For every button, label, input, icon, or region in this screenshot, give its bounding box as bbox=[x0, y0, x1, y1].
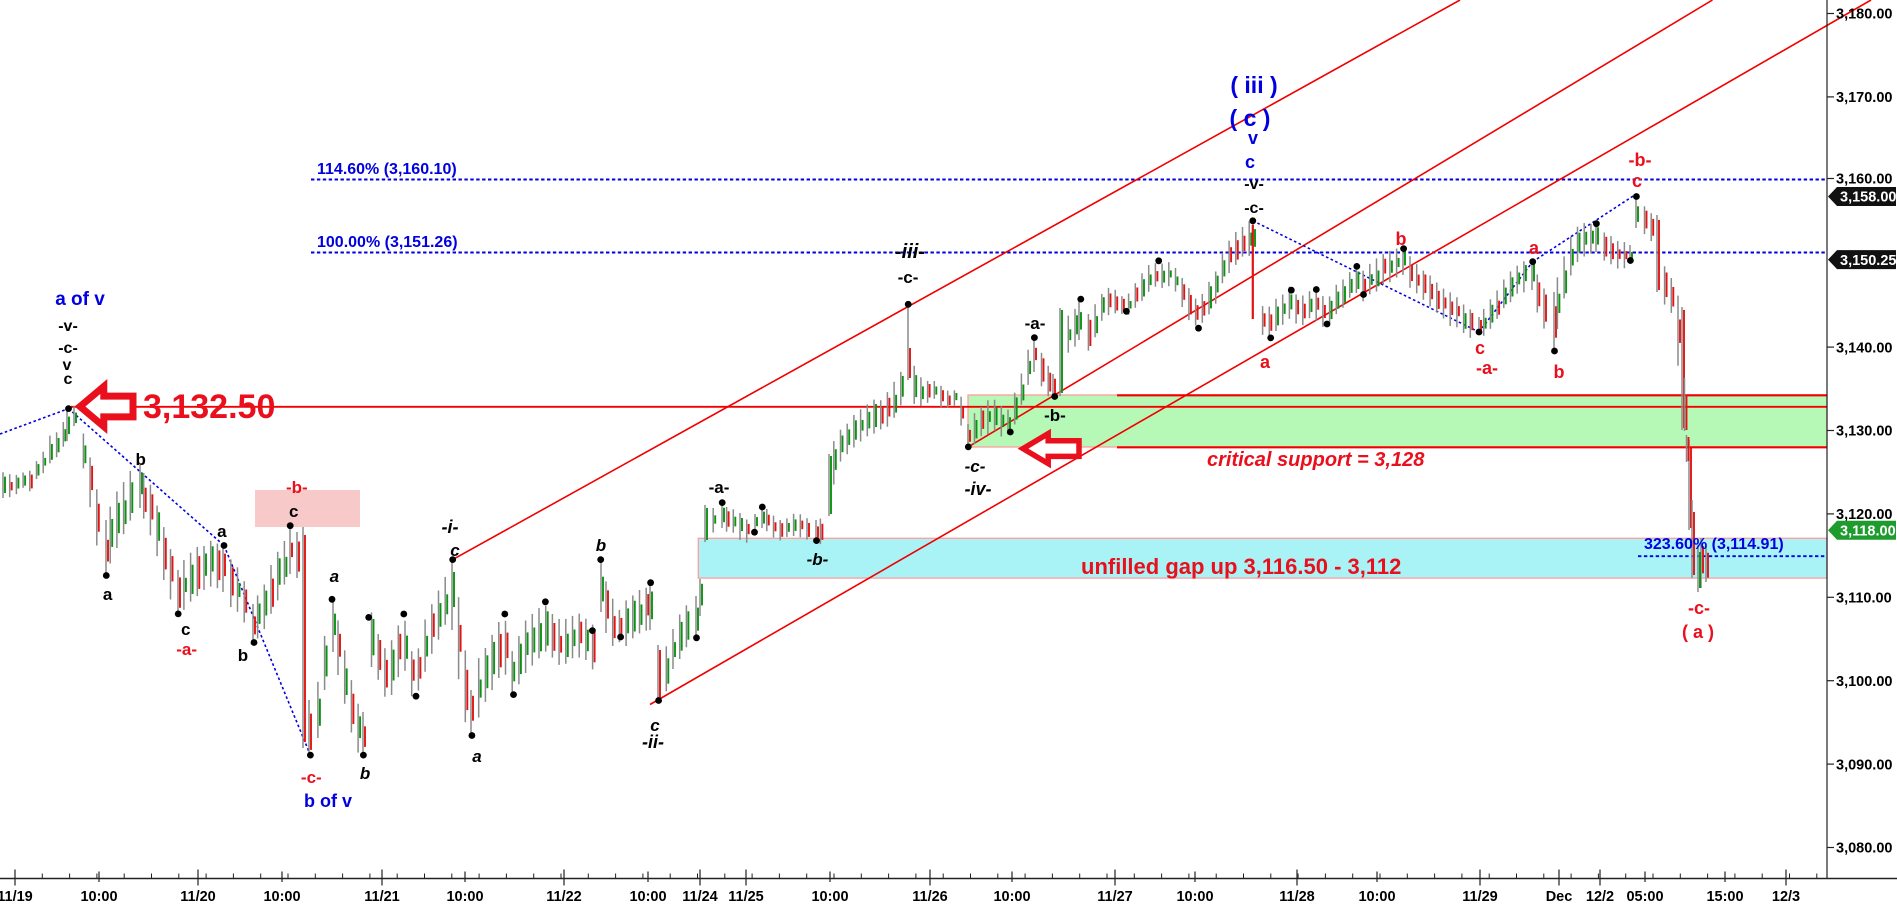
svg-text:a: a bbox=[217, 522, 227, 541]
svg-text:c: c bbox=[1245, 152, 1255, 172]
svg-text:11/28: 11/28 bbox=[1279, 889, 1315, 905]
svg-text:Dec: Dec bbox=[1546, 889, 1573, 905]
svg-text:-c-: -c- bbox=[301, 768, 322, 787]
svg-text:-a-: -a- bbox=[709, 478, 730, 497]
svg-text:c: c bbox=[181, 620, 190, 639]
svg-text:-c-: -c- bbox=[898, 268, 919, 287]
svg-text:10:00: 10:00 bbox=[1176, 889, 1213, 905]
svg-text:3,140.00: 3,140.00 bbox=[1836, 340, 1892, 356]
svg-text:-c-: -c- bbox=[965, 457, 986, 476]
svg-text:c: c bbox=[64, 371, 73, 388]
svg-text:-a-: -a- bbox=[176, 640, 197, 659]
svg-text:v: v bbox=[1248, 128, 1258, 148]
svg-text:3,100.00: 3,100.00 bbox=[1836, 674, 1892, 690]
svg-text:3,132.50: 3,132.50 bbox=[143, 388, 275, 426]
svg-text:v: v bbox=[63, 357, 72, 374]
svg-text:10:00: 10:00 bbox=[80, 889, 117, 905]
svg-text:11/27: 11/27 bbox=[1097, 889, 1133, 905]
svg-text:-v-: -v- bbox=[58, 318, 78, 335]
svg-text:a: a bbox=[330, 567, 339, 586]
svg-text:-i-: -i- bbox=[442, 517, 459, 537]
svg-text:-iii-: -iii- bbox=[895, 241, 925, 263]
svg-text:12/2: 12/2 bbox=[1586, 889, 1614, 905]
svg-text:3,158.00: 3,158.00 bbox=[1840, 190, 1896, 206]
svg-text:a: a bbox=[1260, 352, 1271, 372]
svg-text:( c ): ( c ) bbox=[1230, 105, 1271, 131]
svg-text:-c-: -c- bbox=[1688, 598, 1710, 618]
svg-text:100.00% (3,151.26): 100.00% (3,151.26) bbox=[317, 234, 458, 251]
svg-text:-a-: -a- bbox=[1025, 314, 1046, 333]
svg-text:b: b bbox=[1554, 362, 1565, 382]
svg-text:b: b bbox=[596, 536, 606, 555]
svg-text:b of v: b of v bbox=[304, 791, 352, 811]
svg-text:c: c bbox=[1632, 171, 1642, 191]
svg-text:c: c bbox=[650, 716, 660, 735]
svg-text:05:00: 05:00 bbox=[1626, 889, 1663, 905]
svg-text:323.60% (3,114.91): 323.60% (3,114.91) bbox=[1644, 536, 1784, 553]
svg-text:-c-: -c- bbox=[1244, 200, 1264, 217]
svg-text:a: a bbox=[1529, 238, 1540, 258]
svg-text:-v-: -v- bbox=[1244, 176, 1264, 193]
svg-text:11/19: 11/19 bbox=[0, 889, 33, 905]
svg-text:a: a bbox=[103, 585, 113, 604]
svg-text:3,120.00: 3,120.00 bbox=[1836, 507, 1892, 523]
svg-text:3,160.00: 3,160.00 bbox=[1836, 172, 1892, 188]
svg-text:3,170.00: 3,170.00 bbox=[1836, 90, 1892, 106]
svg-text:11/20: 11/20 bbox=[180, 889, 216, 905]
svg-text:-a-: -a- bbox=[1476, 358, 1498, 378]
svg-text:a of v: a of v bbox=[55, 289, 105, 310]
svg-text:11/21: 11/21 bbox=[364, 889, 400, 905]
svg-text:10:00: 10:00 bbox=[629, 889, 666, 905]
svg-text:-ii-: -ii- bbox=[642, 732, 664, 752]
svg-text:-iv-: -iv- bbox=[965, 479, 992, 499]
svg-text:114.60% (3,160.10): 114.60% (3,160.10) bbox=[317, 161, 457, 178]
svg-text:3,118.00: 3,118.00 bbox=[1840, 524, 1896, 540]
svg-text:11/29: 11/29 bbox=[1462, 889, 1498, 905]
svg-text:11/25: 11/25 bbox=[728, 889, 764, 905]
svg-text:b: b bbox=[238, 646, 248, 665]
svg-text:-c-: -c- bbox=[58, 340, 78, 357]
svg-text:-b-: -b- bbox=[1629, 150, 1652, 170]
svg-text:b: b bbox=[136, 450, 146, 469]
svg-text:10:00: 10:00 bbox=[993, 889, 1030, 905]
svg-text:11/24: 11/24 bbox=[682, 889, 718, 905]
svg-text:b: b bbox=[1396, 229, 1407, 249]
svg-text:critical support = 3,128: critical support = 3,128 bbox=[1207, 449, 1425, 471]
svg-text:15:00: 15:00 bbox=[1706, 889, 1743, 905]
svg-text:3,090.00: 3,090.00 bbox=[1836, 757, 1892, 773]
svg-text:11/26: 11/26 bbox=[912, 889, 948, 905]
svg-text:3,130.00: 3,130.00 bbox=[1836, 424, 1892, 440]
svg-text:c: c bbox=[289, 502, 298, 521]
svg-text:-b-: -b- bbox=[1044, 406, 1066, 425]
svg-text:12/3: 12/3 bbox=[1772, 889, 1800, 905]
svg-text:3,180.00: 3,180.00 bbox=[1836, 7, 1892, 23]
svg-text:3,080.00: 3,080.00 bbox=[1836, 841, 1892, 857]
svg-text:11/22: 11/22 bbox=[546, 889, 582, 905]
svg-text:b: b bbox=[360, 764, 370, 783]
svg-text:-b-: -b- bbox=[286, 478, 308, 497]
svg-text:3,150.25: 3,150.25 bbox=[1840, 253, 1896, 269]
svg-text:c: c bbox=[450, 541, 460, 560]
svg-text:10:00: 10:00 bbox=[446, 889, 483, 905]
svg-text:3,110.00: 3,110.00 bbox=[1836, 591, 1892, 607]
svg-text:c: c bbox=[1475, 338, 1485, 358]
svg-text:a: a bbox=[472, 747, 481, 766]
svg-text:unfilled gap up 3,116.50 - 3,1: unfilled gap up 3,116.50 - 3,112 bbox=[1081, 554, 1401, 579]
svg-text:( iii ): ( iii ) bbox=[1230, 72, 1277, 98]
svg-text:10:00: 10:00 bbox=[1358, 889, 1395, 905]
svg-text:-b-: -b- bbox=[807, 550, 829, 569]
svg-text:10:00: 10:00 bbox=[263, 889, 300, 905]
svg-text:( a ): ( a ) bbox=[1682, 622, 1714, 642]
svg-text:10:00: 10:00 bbox=[811, 889, 848, 905]
